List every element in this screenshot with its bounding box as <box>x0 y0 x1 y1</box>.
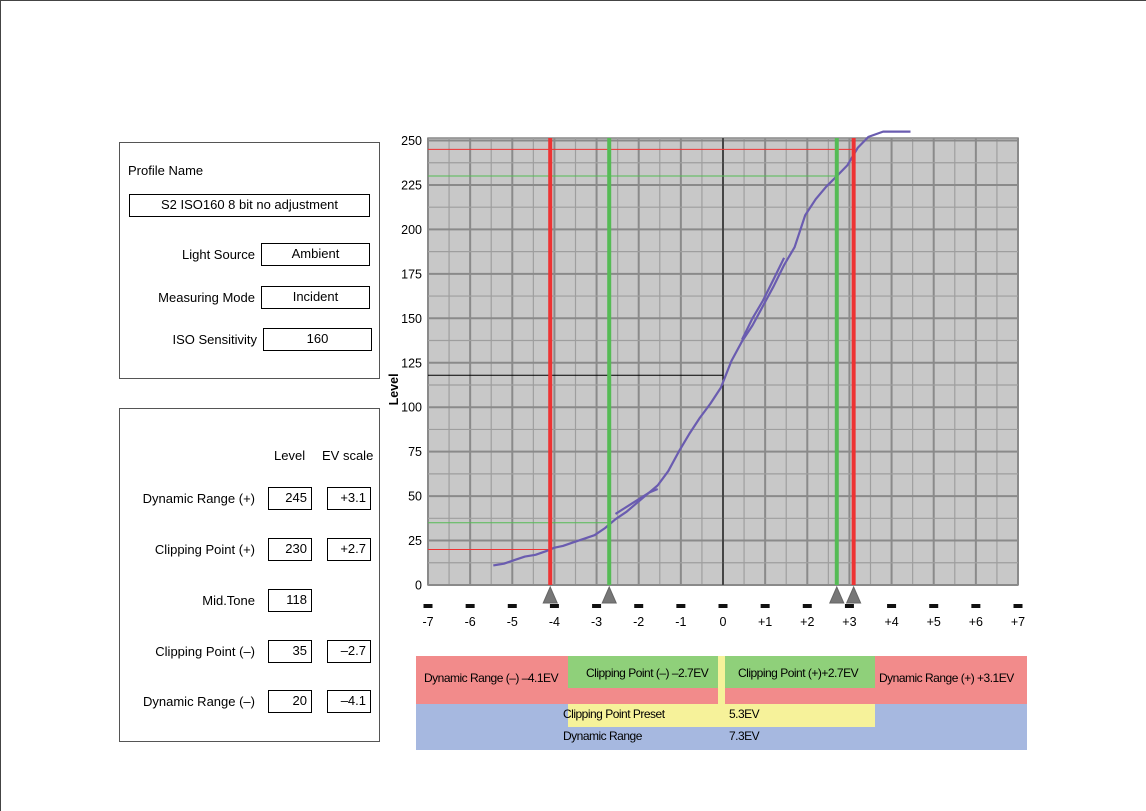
x-tick-mark <box>1013 604 1023 608</box>
y-tick-label: 0 <box>415 579 422 593</box>
x-tick-mark <box>423 604 433 608</box>
profile-panel: Profile Name S2 ISO160 8 bit no adjustme… <box>119 142 380 379</box>
x-tick-label: +1 <box>758 615 772 629</box>
y-tick-label: 100 <box>401 401 422 415</box>
dynamic-range-plus-ev[interactable]: +3.1 <box>327 487 371 510</box>
legend-clipping-point-minus-text: Clipping Point (–) –2.7EV <box>586 666 709 680</box>
x-tick-mark <box>887 604 897 608</box>
tone-curve-line <box>614 487 659 515</box>
dynamic-range-minus-label: Dynamic Range (–) <box>143 694 255 709</box>
legend-clipping-point-preset-label: Clipping Point Preset <box>563 707 665 721</box>
ev-scale-column-header: EV scale <box>322 448 374 463</box>
light-source-label: Light Source <box>182 247 255 262</box>
y-tick-label: 250 <box>401 134 422 148</box>
mid-tone-label: Mid.Tone <box>202 593 255 608</box>
x-tick-mark <box>760 604 770 608</box>
tone-curve-line <box>741 257 786 341</box>
profile-name-field[interactable]: S2 ISO160 8 bit no adjustment <box>129 194 370 217</box>
clipping-point-plus-label: Clipping Point (+) <box>154 542 255 557</box>
dynamic-range-minus-ev[interactable]: –4.1 <box>327 690 371 713</box>
y-tick-label: 225 <box>401 178 422 192</box>
iso-sensitivity-field[interactable]: 160 <box>263 328 372 351</box>
marker-triangle-handle <box>542 585 558 604</box>
measuring-mode-label: Measuring Mode <box>158 290 255 305</box>
x-tick-label: +7 <box>1011 615 1025 629</box>
x-tick-mark <box>465 604 475 608</box>
light-source-field[interactable]: Ambient <box>261 243 370 266</box>
iso-sensitivity-label: ISO Sensitivity <box>172 332 257 347</box>
x-tick-label: 0 <box>720 615 727 629</box>
legend-dynamic-range-plus-text: Dynamic Range (+) +3.1EV <box>879 671 1014 685</box>
x-tick-label: +5 <box>927 615 941 629</box>
tone-curve-chart: 0 25 50 75 100 125 150 175 200 225 250 Level -7 -6 -5 -… <box>387 130 1025 629</box>
marker-triangle-handle <box>845 585 862 604</box>
frame-left-line <box>0 0 1 811</box>
x-tick-label: -3 <box>591 615 602 629</box>
x-tick-label: -2 <box>633 615 644 629</box>
legend-yellow-preset <box>568 704 875 727</box>
x-tick-label: -5 <box>507 615 518 629</box>
legend-dynamic-range-minus-text: Dynamic Range (–) –4.1EV <box>424 671 559 685</box>
legend-dynamic-range-value: 7.3EV <box>729 729 760 743</box>
x-tick-label: -1 <box>675 615 686 629</box>
x-tick-mark <box>634 604 644 608</box>
y-tick-label: 150 <box>401 312 422 326</box>
level-column-header: Level <box>274 448 306 463</box>
x-tick-mark <box>676 604 686 608</box>
legend-clipping-point-preset-value: 5.3EV <box>729 707 760 721</box>
marker-triangle-handle <box>829 585 845 604</box>
x-tick-label: -6 <box>465 615 476 629</box>
tone-curve-line <box>493 130 911 567</box>
x-tick-mark <box>718 604 728 608</box>
x-tick-label: +6 <box>969 615 983 629</box>
legend-clipping-point-plus-text: Clipping Point (+)+2.7EV <box>738 666 859 680</box>
x-tick-label: -4 <box>549 615 560 629</box>
y-axis-label: Level <box>387 373 401 405</box>
x-tick-mark <box>592 604 602 608</box>
dynamic-range-minus-level[interactable]: 20 <box>268 690 312 713</box>
legend-green-minus <box>568 656 718 688</box>
x-tick-mark <box>507 604 517 608</box>
clipping-point-minus-level[interactable]: 35 <box>268 640 312 663</box>
x-tick-label: +4 <box>884 615 898 629</box>
x-tick-mark <box>844 604 854 608</box>
legend-yellow-gap <box>718 656 725 704</box>
mid-tone-level[interactable]: 118 <box>268 589 312 612</box>
y-tick-label: 200 <box>401 223 422 237</box>
x-tick-mark <box>929 604 939 608</box>
clipping-point-plus-ev[interactable]: +2.7 <box>327 538 371 561</box>
y-tick-label: 75 <box>408 445 422 459</box>
y-tick-label: 50 <box>408 490 422 504</box>
x-tick-label: +2 <box>800 615 814 629</box>
legend-green-plus <box>725 656 875 688</box>
range-legend: Dynamic Range (–) –4.1EV Clipping Point … <box>416 656 1027 750</box>
y-tick-label: 25 <box>408 534 422 548</box>
clipping-point-minus-label: Clipping Point (–) <box>155 644 255 659</box>
y-tick-label: 125 <box>401 356 422 370</box>
x-tick-label: -7 <box>422 615 433 629</box>
profile-name-label: Profile Name <box>128 163 204 178</box>
frame-top-line <box>0 0 1146 1</box>
dynamic-range-plus-level[interactable]: 245 <box>268 487 312 510</box>
x-tick-mark <box>802 604 812 608</box>
y-tick-label: 175 <box>401 267 422 281</box>
dynamic-range-plus-label: Dynamic Range (+) <box>142 491 255 506</box>
measuring-mode-field[interactable]: Incident <box>261 286 370 309</box>
x-tick-mark <box>971 604 981 608</box>
clipping-point-minus-ev[interactable]: –2.7 <box>327 640 371 663</box>
levels-panel: Level EV scale Dynamic Range (+) 245 +3.… <box>119 408 380 742</box>
x-tick-label: +3 <box>842 615 856 629</box>
legend-dynamic-range-label: Dynamic Range <box>563 729 642 743</box>
clipping-point-plus-level[interactable]: 230 <box>268 538 312 561</box>
x-tick-mark <box>549 604 559 608</box>
marker-triangle-handle <box>601 585 617 604</box>
